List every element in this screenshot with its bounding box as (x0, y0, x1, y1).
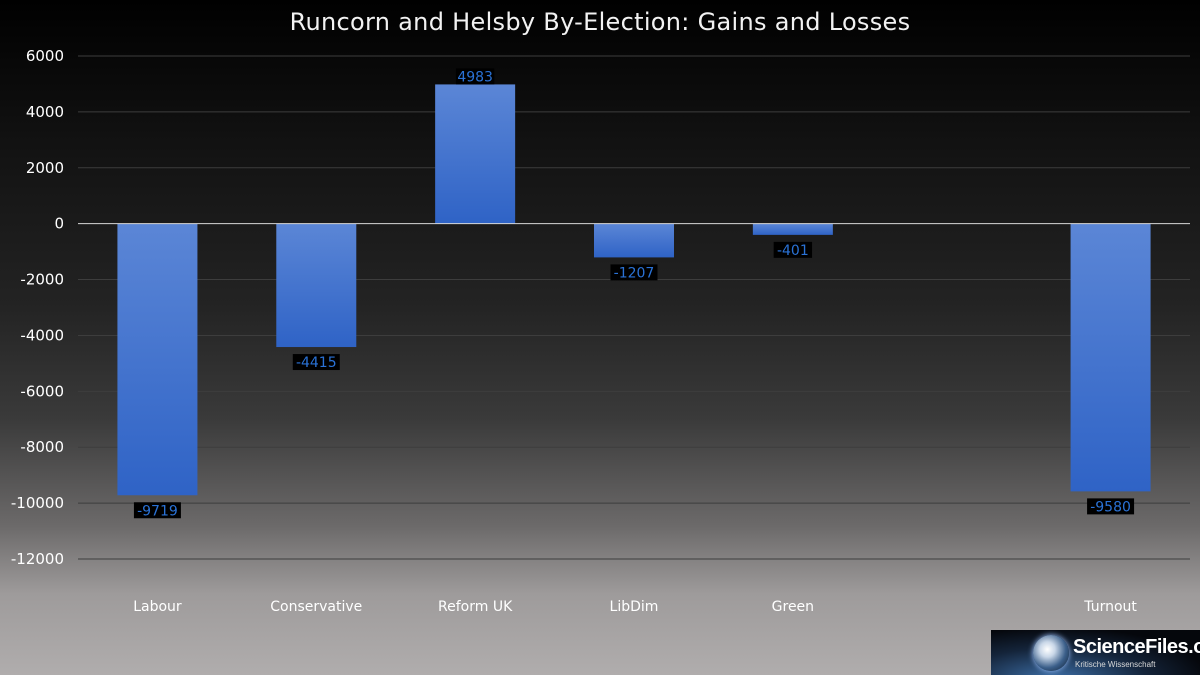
bar (1070, 223, 1151, 492)
data-label: -9719 (137, 503, 178, 519)
y-tick-label: 0 (54, 215, 64, 233)
logo-name: ScienceFiles.org (1073, 636, 1200, 658)
logo-tagline: Kritische Wissenschaft (1075, 660, 1156, 669)
bars (117, 84, 1151, 496)
data-label: -1207 (614, 265, 655, 281)
data-label: -401 (777, 243, 809, 259)
sciencefiles-logo: ScienceFiles.org Kritische Wissenschaft (991, 630, 1200, 675)
y-tick-label: -10000 (11, 494, 64, 512)
x-tick-label: Reform UK (438, 599, 513, 615)
x-tick-label: Turnout (1083, 599, 1137, 615)
y-tick-label: -6000 (20, 382, 64, 400)
y-tick-label: 6000 (26, 47, 64, 65)
y-tick-label: -8000 (20, 438, 64, 456)
data-label: 4983 (457, 69, 493, 85)
y-tick-label: 2000 (26, 159, 64, 177)
data-label-box (455, 68, 495, 85)
y-tick-label: -4000 (20, 326, 64, 344)
y-axis: 6000 4000 2000 0 -2000 -4000 -6000 -8000 -10000 -… (11, 47, 64, 568)
bar (752, 223, 833, 235)
bar (276, 223, 357, 348)
y-tick-label: -12000 (11, 550, 64, 568)
x-tick-label: LibDim (610, 599, 659, 615)
x-axis: Labour Conservative Reform UK LibDim Green Tu… (133, 599, 1137, 615)
gridlines (78, 55, 1190, 560)
data-label-box (773, 241, 813, 258)
x-tick-label: Labour (133, 599, 182, 615)
bar (117, 223, 198, 496)
y-tick-label: -2000 (20, 271, 64, 289)
x-tick-label: Conservative (270, 599, 362, 615)
data-label-box (133, 502, 181, 519)
data-label-box (1087, 498, 1135, 515)
data-label: -9580 (1090, 499, 1131, 515)
data-label-box (292, 354, 340, 371)
x-tick-label: Green (772, 599, 814, 615)
bar (594, 223, 674, 258)
data-labels: -9719 -4415 4983 -1207 -401 -9580 (133, 68, 1135, 519)
y-tick-label: 4000 (26, 103, 64, 121)
globe-icon (1033, 635, 1069, 671)
chart-title: Runcorn and Helsby By-Election: Gains an… (289, 8, 911, 36)
data-label: -4415 (296, 355, 337, 371)
data-label-box (610, 264, 658, 281)
bar (435, 84, 516, 224)
